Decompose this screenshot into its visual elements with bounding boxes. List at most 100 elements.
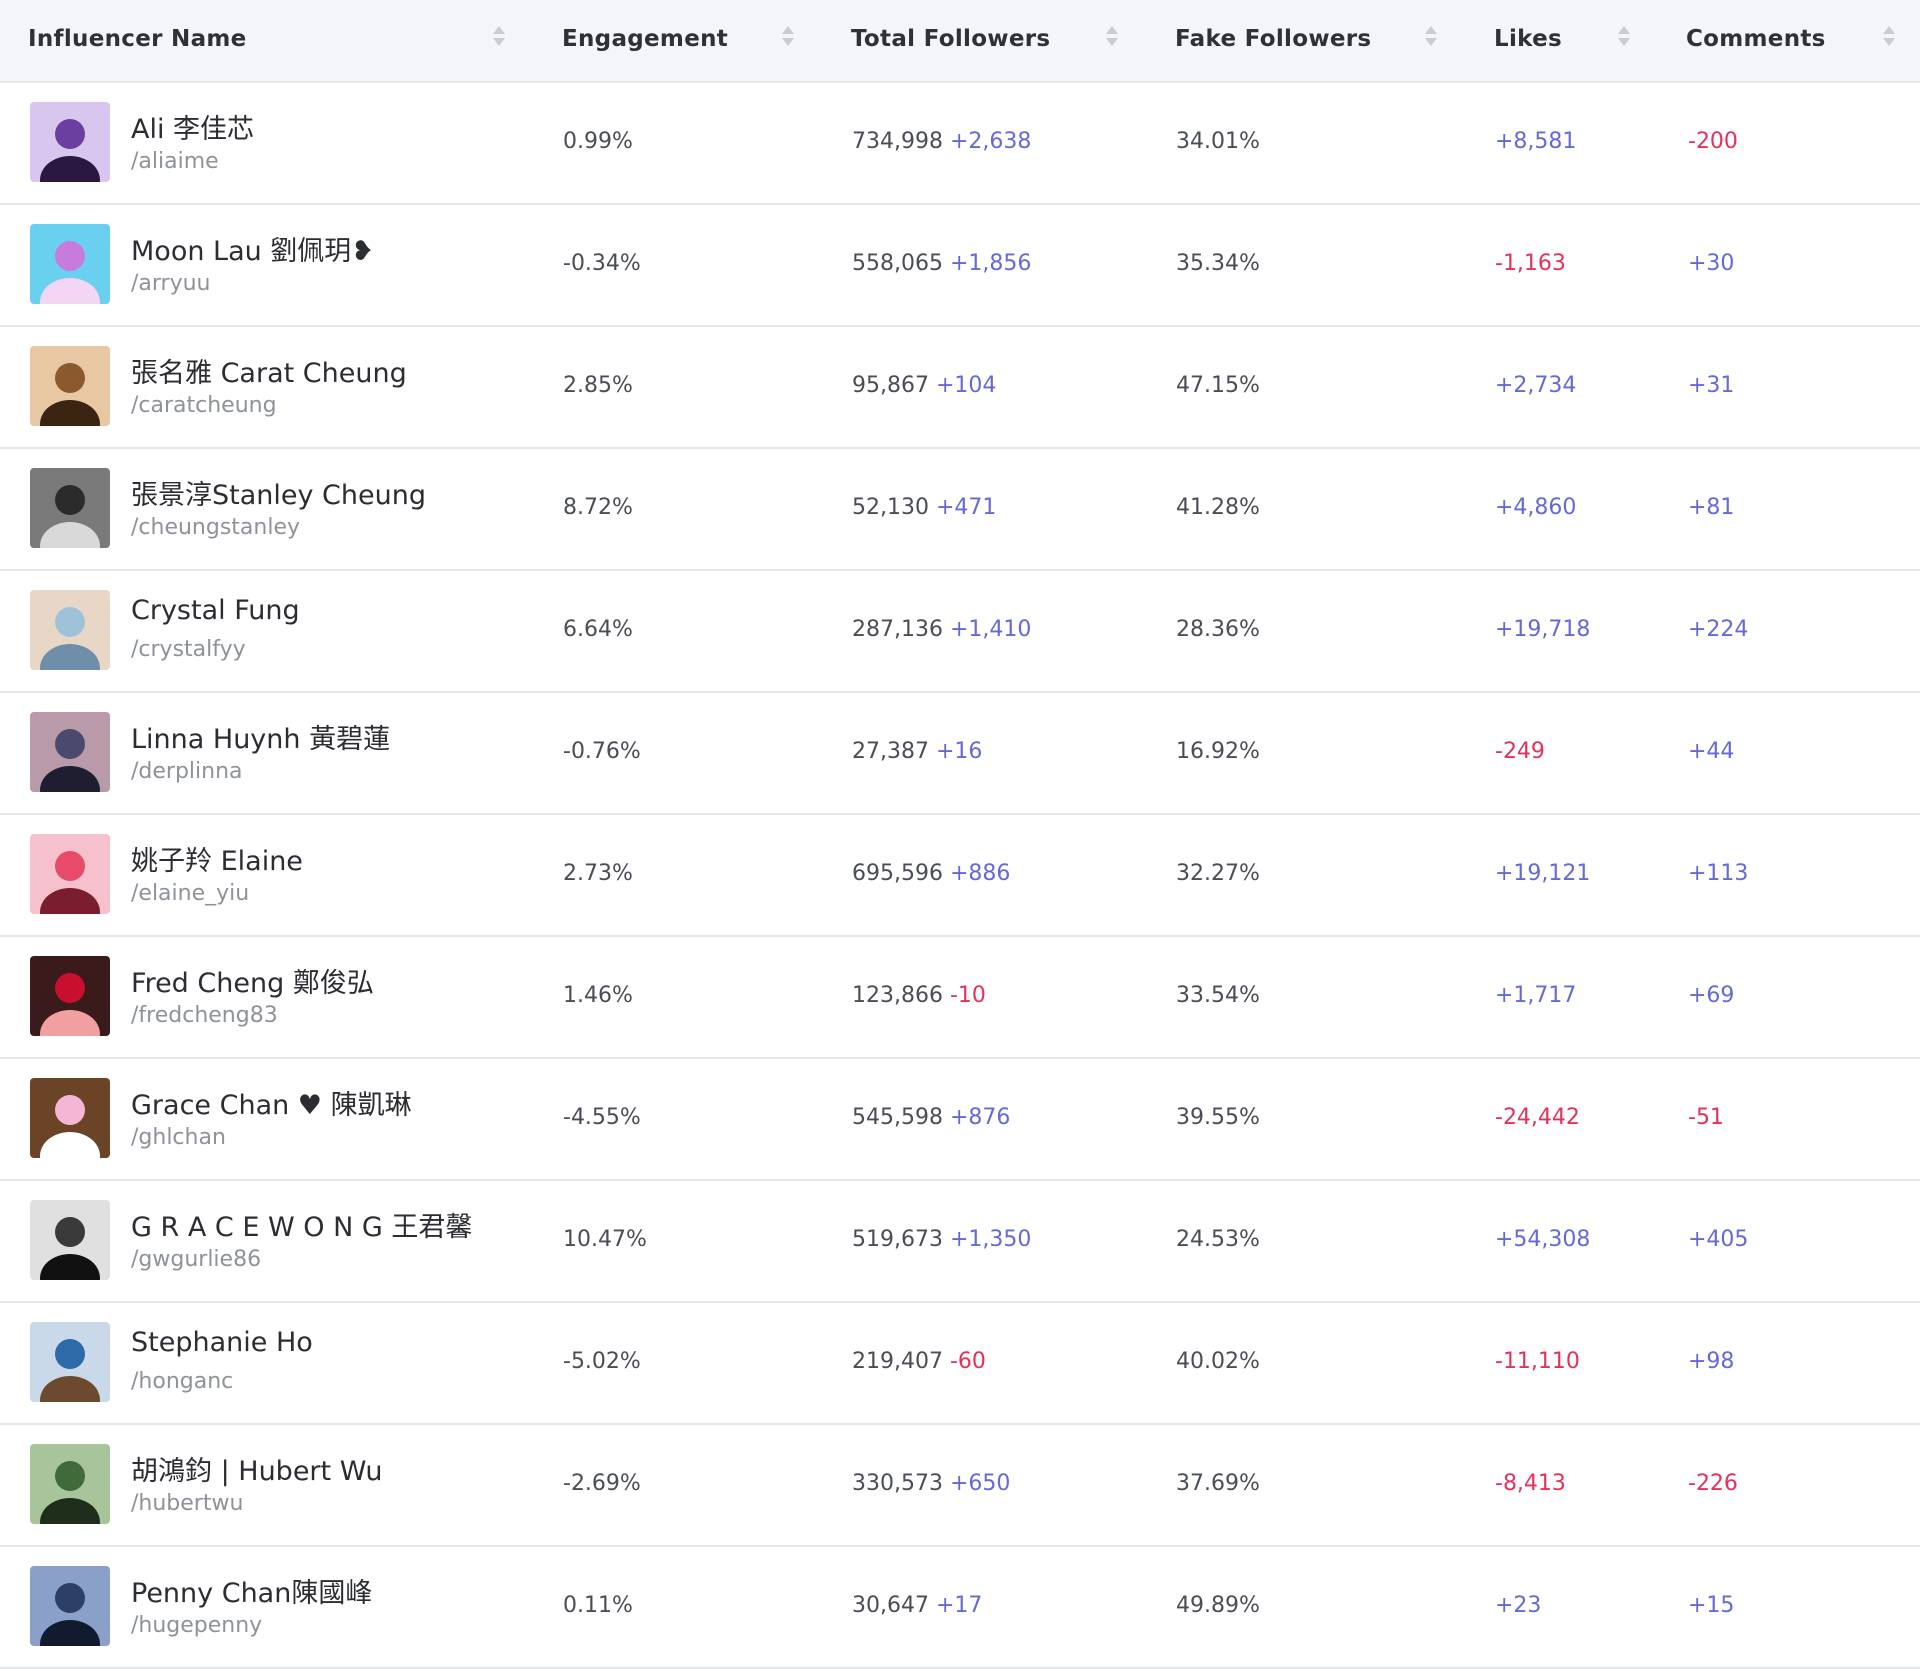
influencer-name[interactable]: 張景淳Stanley Cheung: [131, 480, 426, 511]
total-followers-cell: 287,136 +1,410: [852, 617, 1031, 642]
sort-icon[interactable]: [493, 24, 505, 52]
total-followers-cell: 558,065 +1,856: [852, 251, 1031, 276]
influencer-name[interactable]: Grace Chan ♥ 陳凱琳: [131, 1090, 412, 1121]
table-body: Ali 李佳芯/aliaime 0.99% 734,998 +2,638 34.01%…: [0, 83, 1920, 1669]
comments-value: -200: [1688, 129, 1738, 154]
influencer-name[interactable]: Penny Chan陳國峰: [131, 1578, 373, 1609]
sort-icon[interactable]: [1106, 24, 1118, 52]
comments-value: +224: [1688, 617, 1749, 642]
fake-followers-value: 33.54%: [1176, 983, 1260, 1008]
column-header-engagement[interactable]: Engagement: [562, 26, 729, 52]
influencer-handle: /elaine_yiu: [131, 881, 250, 906]
sort-icon[interactable]: [1618, 24, 1630, 52]
table-row[interactable]: Penny Chan陳國峰/hugepenny 0.11% 30,647 +17 49…: [0, 1547, 1920, 1669]
total-followers-cell: 27,387 +16: [852, 739, 982, 764]
avatar-image: [30, 468, 110, 548]
table-row[interactable]: 張景淳Stanley Cheung/cheungstanley 8.72% 52,1…: [0, 449, 1920, 571]
column-header-total-followers[interactable]: Total Followers: [851, 26, 1051, 52]
total-followers-cell: 734,998 +2,638: [852, 129, 1031, 154]
influencer-handle: /hugepenny: [131, 1613, 263, 1638]
table-row[interactable]: Stephanie Ho/honganc -5.02% 219,407 -60 40.…: [0, 1303, 1920, 1425]
engagement-value: -4.55%: [563, 1105, 641, 1130]
fake-followers-value: 32.27%: [1176, 861, 1260, 886]
total-followers-value: 545,598: [852, 1105, 943, 1130]
fake-followers-value: 34.01%: [1176, 129, 1260, 154]
column-header-likes[interactable]: Likes: [1494, 26, 1563, 52]
likes-value: -249: [1495, 739, 1545, 764]
table-row[interactable]: Crystal Fung/crystalfyy 6.64% 287,136 +1,4…: [0, 571, 1920, 693]
likes-value: -24,442: [1495, 1105, 1580, 1130]
avatar-image: [30, 1444, 110, 1524]
influencer-name[interactable]: 張名雅 Carat Cheung: [131, 358, 407, 389]
influencer-name[interactable]: Stephanie Ho: [131, 1327, 313, 1358]
influencer-name[interactable]: Moon Lau 劉佩玥❥: [131, 236, 374, 267]
table-row[interactable]: Moon Lau 劉佩玥❥ /arryuu -0.34% 558,065 +1,856…: [0, 205, 1920, 327]
avatar[interactable]: [30, 712, 110, 792]
table-row[interactable]: 胡鴻鈞 | Hubert Wu/hubertwu -2.69% 330,573 +6…: [0, 1425, 1920, 1547]
sort-icon[interactable]: [1883, 24, 1895, 52]
influencer-handle: /aliaime: [131, 149, 219, 174]
total-followers-cell: 95,867 +104: [852, 373, 996, 398]
influencer-name[interactable]: 姚子羚 Elaine: [131, 846, 303, 877]
total-followers-cell: 330,573 +650: [852, 1471, 1010, 1496]
avatar-image: [30, 834, 110, 914]
total-followers-cell: 545,598 +876: [852, 1105, 1010, 1130]
avatar[interactable]: [30, 956, 110, 1036]
influencer-handle: /honganc: [131, 1369, 234, 1394]
table-row[interactable]: Fred Cheng 鄭俊弘/fredcheng83 1.46% 123,866 -…: [0, 937, 1920, 1059]
table-row[interactable]: Grace Chan ♥ 陳凱琳/ghlchan -4.55% 545,598 +8…: [0, 1059, 1920, 1181]
total-followers-delta: +1,410: [949, 617, 1032, 642]
column-header-name[interactable]: Influencer Name: [28, 26, 247, 52]
comments-value: +30: [1688, 251, 1735, 276]
influencer-name[interactable]: Ali 李佳芯: [131, 114, 255, 145]
table-row[interactable]: 張名雅 Carat Cheung/caratcheung 2.85% 95,867 …: [0, 327, 1920, 449]
comments-value: +31: [1688, 373, 1735, 398]
avatar[interactable]: [30, 1566, 110, 1646]
total-followers-delta: +650: [949, 1471, 1011, 1496]
engagement-value: 2.85%: [563, 373, 633, 398]
avatar-image: [30, 1566, 110, 1646]
engagement-value: 10.47%: [563, 1227, 647, 1252]
avatar-image: [30, 590, 110, 670]
fake-followers-value: 35.34%: [1176, 251, 1260, 276]
influencer-name[interactable]: Linna Huynh 黃碧蓮: [131, 724, 391, 755]
avatar[interactable]: [30, 834, 110, 914]
total-followers-cell: 52,130 +471: [852, 495, 996, 520]
likes-value: +54,308: [1495, 1227, 1591, 1252]
fake-followers-value: 16.92%: [1176, 739, 1260, 764]
fake-followers-value: 41.28%: [1176, 495, 1260, 520]
avatar[interactable]: [30, 1322, 110, 1402]
table-row[interactable]: 姚子羚 Elaine/elaine_yiu 2.73% 695,596 +886 32…: [0, 815, 1920, 937]
likes-value: +19,718: [1495, 617, 1591, 642]
avatar[interactable]: [30, 1200, 110, 1280]
avatar[interactable]: [30, 468, 110, 548]
sort-icon[interactable]: [1425, 24, 1437, 52]
avatar[interactable]: [30, 1078, 110, 1158]
column-header-fake-followers[interactable]: Fake Followers: [1175, 26, 1372, 52]
comments-value: +98: [1688, 1349, 1735, 1374]
column-header-comments[interactable]: Comments: [1686, 26, 1826, 52]
avatar[interactable]: [30, 346, 110, 426]
table-row[interactable]: Ali 李佳芯/aliaime 0.99% 734,998 +2,638 34.01%…: [0, 83, 1920, 205]
total-followers-value: 123,866: [852, 983, 943, 1008]
avatar-image: [30, 1078, 110, 1158]
table-row[interactable]: G R A C E W O N G 王君馨/gwgurlie86 10.47% 51…: [0, 1181, 1920, 1303]
avatar[interactable]: [30, 224, 110, 304]
total-followers-delta: +876: [949, 1105, 1011, 1130]
avatar[interactable]: [30, 590, 110, 670]
comments-value: +81: [1688, 495, 1735, 520]
influencer-name[interactable]: G R A C E W O N G 王君馨: [131, 1212, 473, 1243]
comments-value: -226: [1688, 1471, 1738, 1496]
table-row[interactable]: Linna Huynh 黃碧蓮/derplinna -0.76% 27,387 +1…: [0, 693, 1920, 815]
comments-value: -51: [1688, 1105, 1724, 1130]
sort-icon[interactable]: [782, 24, 794, 52]
likes-value: -11,110: [1495, 1349, 1580, 1374]
influencer-name[interactable]: Crystal Fung: [131, 595, 300, 626]
avatar[interactable]: [30, 1444, 110, 1524]
likes-value: +2,734: [1495, 373, 1577, 398]
avatar-image: [30, 1322, 110, 1402]
influencer-handle: /caratcheung: [131, 393, 277, 418]
influencer-name[interactable]: Fred Cheng 鄭俊弘: [131, 968, 374, 999]
avatar[interactable]: [30, 102, 110, 182]
influencer-name[interactable]: 胡鴻鈞 | Hubert Wu: [131, 1456, 383, 1487]
